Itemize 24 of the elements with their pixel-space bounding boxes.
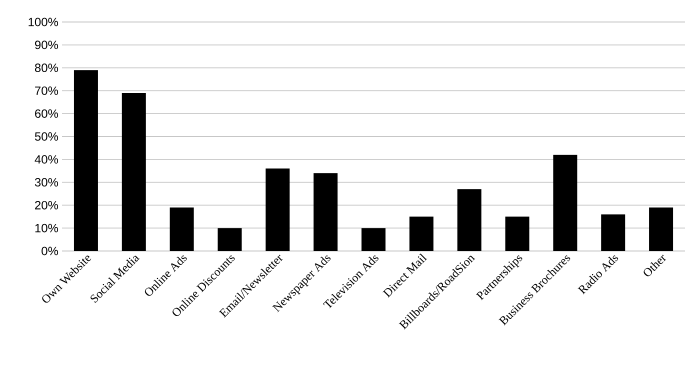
y-tick-label: 70% [35, 86, 58, 95]
bar [505, 216, 530, 251]
bar [362, 228, 386, 251]
bar [649, 207, 674, 251]
y-tick-label: 60% [35, 109, 58, 118]
bar [553, 154, 578, 251]
y-tick-label: 10% [35, 224, 58, 232]
bar [601, 214, 626, 251]
y-tick-label: 100% [28, 18, 58, 26]
bar [218, 228, 242, 251]
y-tick-label: 0% [42, 246, 58, 256]
bar [170, 207, 194, 251]
bar [74, 70, 98, 251]
y-tick-label: 30% [34, 178, 58, 187]
y-tick-label: 40% [34, 155, 58, 164]
y-tick-label: 80% [34, 64, 58, 72]
bar [314, 173, 338, 251]
y-tick-label: 50% [34, 132, 58, 141]
bar [266, 168, 290, 251]
bar [122, 92, 146, 251]
y-tick-label: 20% [35, 200, 58, 210]
bar [457, 189, 482, 251]
bar [409, 216, 434, 251]
y-tick-label: 90% [35, 40, 58, 50]
